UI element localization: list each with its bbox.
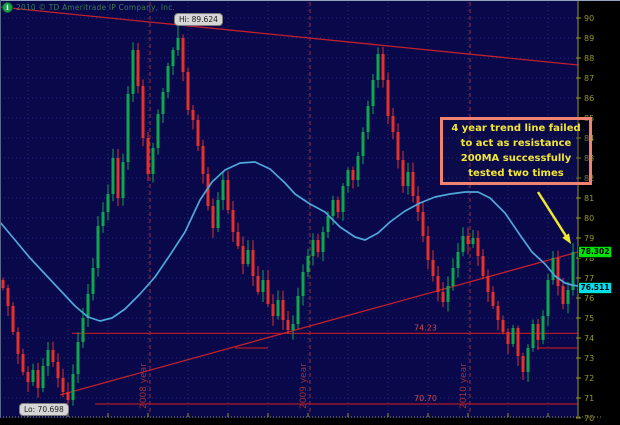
- annotation-line-4: tested two times: [468, 168, 564, 179]
- svg-text:88: 88: [584, 54, 594, 63]
- svg-text:74.23: 74.23: [414, 323, 437, 332]
- svg-text:75: 75: [584, 314, 594, 323]
- annotation-line-1: 4 year trend line failed: [451, 123, 581, 134]
- annotation-arrow: [536, 191, 571, 244]
- platform-logo-icon: i: [2, 2, 13, 13]
- annotation-line-3: 200MA successfully: [460, 153, 572, 164]
- svg-text:86: 86: [584, 94, 594, 103]
- svg-text:2009 year: 2009 year: [299, 363, 309, 409]
- copyright-text: 2010 © TD Ameritrade IP Company, Inc.: [16, 3, 176, 12]
- svg-text:74: 74: [584, 334, 594, 343]
- svg-text:76: 76: [584, 294, 594, 303]
- grid-layer: [0, 2, 578, 413]
- svg-text:73: 73: [584, 354, 594, 363]
- svg-text:89: 89: [584, 34, 594, 43]
- svg-text:72: 72: [584, 374, 594, 383]
- high-price-label: Hi: 89.624: [174, 13, 223, 26]
- svg-text:87: 87: [584, 74, 594, 83]
- ma-200-line: [0, 161, 578, 322]
- ma-value-badge: 76.511: [578, 282, 612, 294]
- svg-text:2008 year: 2008 year: [139, 363, 149, 409]
- svg-text:70: 70: [584, 414, 594, 423]
- svg-text:79: 79: [584, 234, 594, 243]
- candles-layer: [1, 25, 575, 406]
- trendlines: [0, 6, 578, 396]
- low-price-label: Lo: 70.698: [19, 403, 69, 416]
- copyright-note: i 2010 © TD Ameritrade IP Company, Inc.: [2, 2, 175, 13]
- support-lines: 74.23 70.70: [72, 323, 578, 405]
- annotation-line-2: to act as resistance: [460, 138, 572, 149]
- svg-text:77: 77: [584, 274, 594, 283]
- axes: 7071727374757677787980818283848586878889…: [0, 0, 602, 423]
- svg-text:71: 71: [584, 394, 594, 403]
- svg-text:70.70: 70.70: [414, 394, 437, 403]
- svg-text:90: 90: [584, 14, 594, 23]
- svg-text:78: 78: [584, 254, 594, 263]
- svg-text:2010 year: 2010 year: [459, 363, 469, 409]
- svg-text:81: 81: [584, 194, 594, 203]
- svg-text:80: 80: [584, 214, 594, 223]
- annotation-box: 4 year trend line failed to act as resis…: [440, 117, 592, 185]
- year-gridlines: 2008 year 2009 year 2010 year: [139, 2, 471, 413]
- last-price-badge: 78.302: [578, 246, 612, 258]
